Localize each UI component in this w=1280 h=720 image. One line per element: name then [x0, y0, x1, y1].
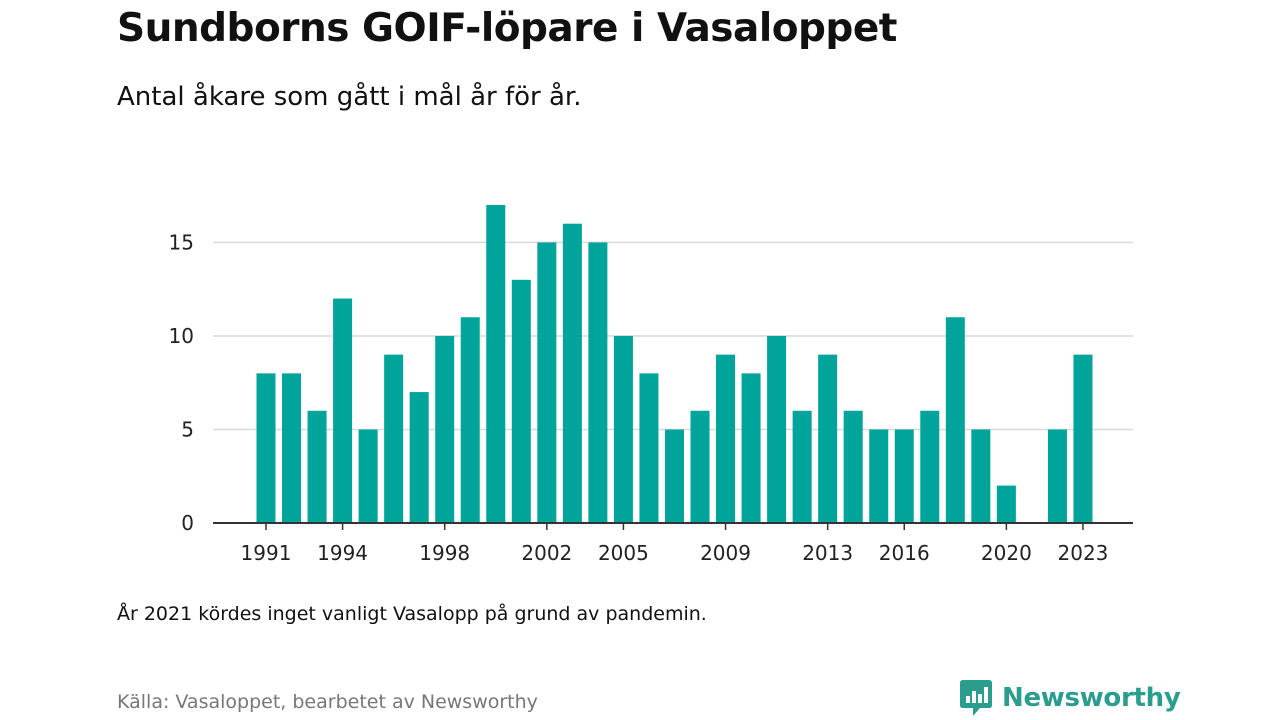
- x-tick-label: 1991: [241, 541, 292, 565]
- bar-2023: [1073, 354, 1093, 523]
- bar-2022: [1047, 429, 1067, 523]
- bar-1999: [460, 317, 480, 523]
- bar-2005: [613, 335, 633, 523]
- newsworthy-logo-icon: [960, 680, 992, 716]
- bar-1995: [358, 429, 378, 523]
- bar-2006: [639, 373, 659, 523]
- bar-1992: [282, 373, 302, 523]
- bar-2017: [920, 410, 940, 523]
- bar-2013: [818, 354, 838, 523]
- x-tick-label: 2023: [1058, 541, 1109, 565]
- bar-2002: [537, 242, 557, 524]
- x-tick-label: 2016: [879, 541, 930, 565]
- bar-2020: [996, 485, 1016, 523]
- bar-2019: [971, 429, 991, 523]
- bar-2012: [792, 410, 812, 523]
- bar-2011: [767, 335, 787, 523]
- x-tick-label: 2020: [981, 541, 1032, 565]
- brand-name: Newsworthy: [1002, 683, 1181, 713]
- chart-subtitle: Antal åkare som gått i mål år för år.: [117, 82, 582, 112]
- x-axis: [213, 522, 1133, 530]
- bar-2016: [894, 429, 914, 523]
- bar-2007: [664, 429, 684, 523]
- y-tick-label: 5: [181, 417, 194, 441]
- bar-2001: [511, 279, 531, 523]
- bars: [256, 205, 1093, 524]
- bar-2003: [562, 223, 582, 524]
- bar-2015: [869, 429, 889, 523]
- x-tick-label: 1994: [317, 541, 368, 565]
- bar-2014: [843, 410, 863, 523]
- chart-note: År 2021 kördes inget vanligt Vasalopp på…: [117, 603, 707, 625]
- x-tick-label: 2013: [802, 541, 853, 565]
- bar-1998: [435, 335, 455, 523]
- brand-logo: Newsworthy: [960, 680, 1181, 716]
- bar-2008: [690, 410, 710, 523]
- bar-1991: [256, 373, 276, 523]
- bar-2000: [486, 205, 506, 523]
- bar-1994: [333, 298, 353, 523]
- y-tick-label: 15: [169, 230, 194, 254]
- bar-2009: [716, 354, 736, 523]
- bar-chart: 0 5 10 15 1991 1994 1998 2002 2005 2009 2013 2016 2…: [169, 205, 1133, 565]
- y-tick-labels: 0 5 10 15: [169, 230, 194, 535]
- x-tick-label: 2005: [598, 541, 649, 565]
- chart-title: Sundborns GOIF-löpare i Vasaloppet: [117, 6, 897, 51]
- y-tick-label: 10: [169, 324, 194, 348]
- bar-1996: [384, 354, 404, 523]
- bar-2018: [945, 317, 965, 523]
- y-tick-label: 0: [181, 511, 194, 535]
- x-tick-label: 1998: [419, 541, 470, 565]
- x-tick-label: 2002: [521, 541, 572, 565]
- bar-2010: [741, 373, 761, 523]
- bar-1993: [307, 410, 327, 523]
- source-credit: Källa: Vasaloppet, bearbetet av Newswort…: [117, 691, 538, 713]
- bar-2004: [588, 242, 608, 524]
- x-tick-labels: 1991 1994 1998 2002 2005 2009 2013 2016 2020 2023: [241, 541, 1109, 565]
- bar-1997: [409, 392, 429, 523]
- x-tick-label: 2009: [700, 541, 751, 565]
